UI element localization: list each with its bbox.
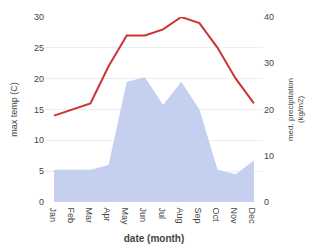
- svg-text:5: 5: [39, 166, 44, 176]
- svg-text:10: 10: [264, 151, 274, 161]
- svg-text:20: 20: [264, 105, 274, 115]
- svg-text:25: 25: [34, 43, 44, 53]
- svg-text:Sep: Sep: [193, 208, 203, 224]
- svg-text:10: 10: [34, 135, 44, 145]
- svg-text:0: 0: [39, 197, 44, 207]
- svg-text:Apr: Apr: [102, 208, 112, 222]
- svg-text:May: May: [120, 208, 130, 226]
- svg-text:Feb: Feb: [66, 208, 76, 224]
- svg-text:Jul: Jul: [157, 208, 167, 220]
- svg-text:Jun: Jun: [138, 208, 148, 223]
- svg-text:30: 30: [34, 12, 44, 22]
- svg-text:date (month): date (month): [124, 233, 185, 244]
- svg-text:30: 30: [264, 58, 274, 68]
- svg-text:15: 15: [34, 105, 44, 115]
- svg-text:Aug: Aug: [175, 208, 185, 224]
- svg-text:med. precipitation(kg/m2): med. precipitation(kg/m2): [286, 78, 305, 141]
- svg-text:max temp (C): max temp (C): [9, 82, 19, 137]
- svg-text:0: 0: [264, 197, 269, 207]
- svg-text:Mar: Mar: [84, 208, 94, 224]
- svg-text:Jan: Jan: [48, 208, 58, 223]
- svg-text:20: 20: [34, 74, 44, 84]
- svg-text:Nov: Nov: [229, 208, 239, 225]
- svg-text:Oct: Oct: [211, 208, 221, 223]
- svg-text:Dec: Dec: [247, 208, 257, 225]
- svg-text:40: 40: [264, 12, 274, 22]
